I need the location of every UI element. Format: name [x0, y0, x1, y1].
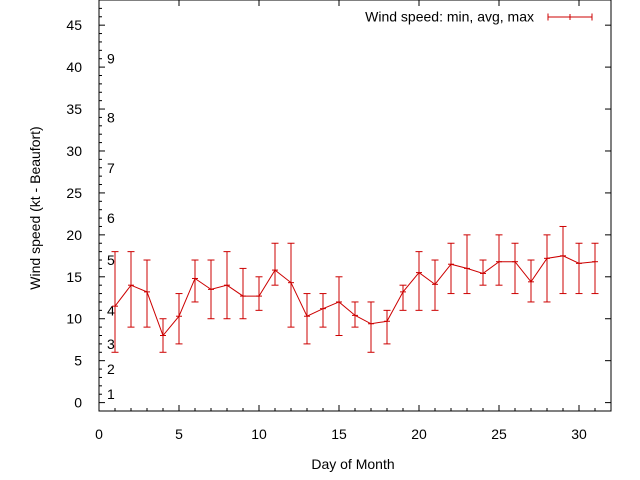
y-tick-label: 30 — [66, 143, 82, 159]
x-tick-label: 20 — [411, 426, 427, 442]
beaufort-scale-labels: 1 2 3 4 5 6 7 8 9 — [107, 51, 115, 403]
beaufort-label: 6 — [107, 210, 115, 226]
series-wind-speed — [111, 225, 599, 353]
y-tick-label: 45 — [66, 17, 82, 33]
plot-frame — [98, 0, 612, 412]
y-tick-label: 15 — [66, 269, 82, 285]
beaufort-label: 8 — [107, 109, 115, 125]
x-tick-label: 10 — [251, 426, 267, 442]
x-tick-label: 5 — [175, 426, 183, 442]
y-tick-label: 25 — [66, 185, 82, 201]
y-tick-label: 20 — [66, 227, 82, 243]
y-tick-label: 10 — [66, 311, 82, 327]
x-tick-label: 15 — [331, 426, 347, 442]
beaufort-label: 3 — [107, 336, 115, 352]
legend: Wind speed: min, avg, max — [365, 9, 593, 25]
x-tick-label: 0 — [95, 426, 103, 442]
legend-label: Wind speed: min, avg, max — [365, 9, 534, 25]
beaufort-label: 2 — [107, 361, 115, 377]
y-tick-label: 35 — [66, 101, 82, 117]
beaufort-label: 7 — [107, 160, 115, 176]
beaufort-label: 5 — [107, 252, 115, 268]
beaufort-label: 1 — [107, 386, 115, 402]
y-tick-label: 0 — [74, 395, 82, 411]
y-axis-label: Wind speed (kt - Beaufort) — [27, 126, 43, 289]
beaufort-label: 4 — [107, 302, 115, 318]
x-axis-label: Day of Month — [311, 456, 394, 472]
x-tick-label: 30 — [571, 426, 587, 442]
y-tick-label: 40 — [66, 59, 82, 75]
y-tick-label: 5 — [74, 353, 82, 369]
x-tick-label: 25 — [491, 426, 507, 442]
beaufort-label: 9 — [107, 51, 115, 67]
